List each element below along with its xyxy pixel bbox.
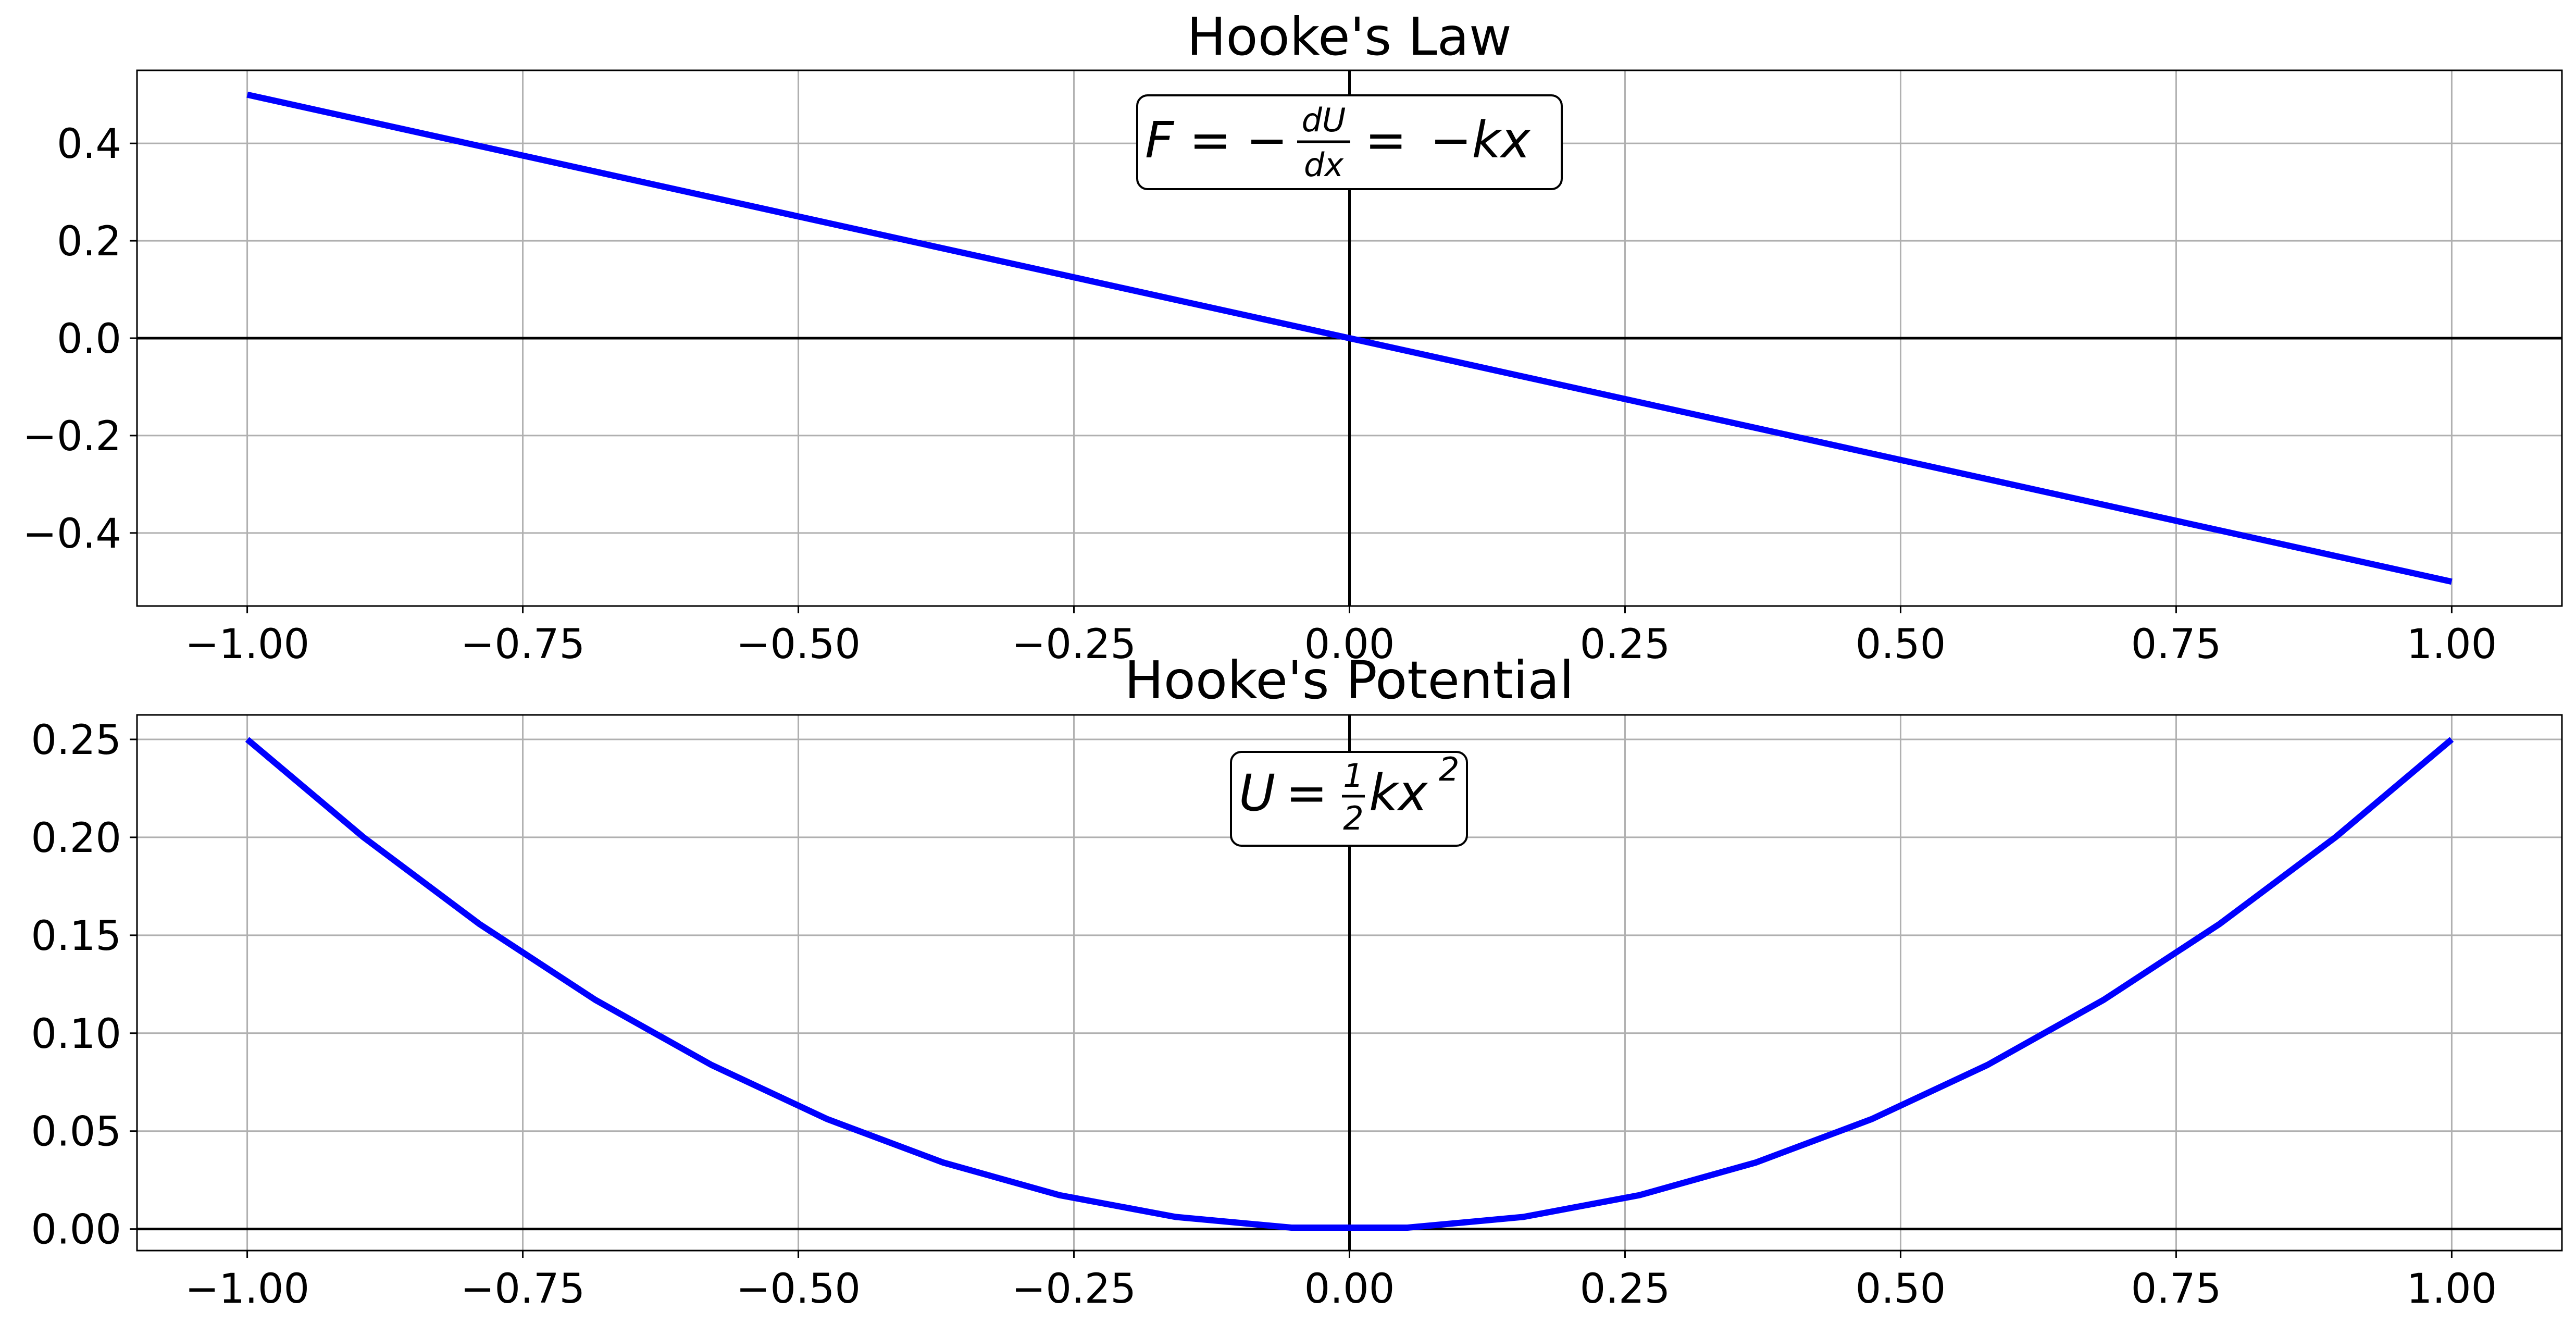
x-tick-label: 0.00 (1304, 621, 1395, 668)
formula-equals-1: = (1189, 111, 1231, 169)
formula-fraction-numerator: 1 (1343, 757, 1363, 795)
x-tick-label: 1.00 (2407, 1266, 2497, 1313)
formula-annotation: F = − dU dx = −kx (1136, 94, 1563, 190)
chart-title: Hooke's Potential (1125, 650, 1574, 711)
series-line (245, 737, 2454, 1231)
y-tick-label: 0.25 (31, 717, 121, 764)
y-tick-label: 0.10 (31, 1011, 121, 1058)
plot-frame (136, 69, 2563, 607)
formula-equals: = (1286, 764, 1327, 822)
y-tick-label: 0.15 (31, 913, 121, 960)
y-tick-label: −0.2 (23, 413, 121, 460)
formula-rhs: −kx (1430, 111, 1531, 169)
hookes-potential-panel: Hooke's Potential −1.00 −0.75 −0.50 −0.25 0.… (31, 650, 2563, 1313)
x-tick-label: 0.50 (1856, 621, 1946, 668)
y-tick-label: 0.4 (57, 121, 121, 168)
x-tick-labels: −1.00 −0.75 −0.50 −0.25 0.00 0.25 0.50 0.75 1.00 (185, 1251, 2497, 1313)
formula-fraction-numerator: dU (1302, 101, 1346, 139)
formula-lhs: F (1145, 111, 1175, 169)
formula-fraction-denominator: 2 (1343, 799, 1363, 837)
y-tick-labels: −0.4 −0.2 0.0 0.2 0.4 (23, 121, 137, 558)
x-tick-label: 0.75 (2131, 621, 2222, 668)
x-tick-label: −0.75 (461, 1266, 585, 1313)
formula-annotation: U = 1 2 kx 2 (1230, 750, 1468, 847)
x-tick-label: 0.25 (1580, 1266, 1671, 1313)
formula-exponent: 2 (1439, 750, 1459, 788)
x-tick-label: −0.50 (736, 1266, 861, 1313)
formula-fraction-denominator: dx (1304, 146, 1344, 184)
y-tick-label: −0.4 (23, 511, 121, 558)
x-tick-label: −0.25 (1012, 621, 1136, 668)
annotation-box (1230, 751, 1468, 847)
formula-lhs: U (1239, 764, 1275, 822)
formula-rhs: kx (1369, 764, 1428, 822)
x-tick-label: 0.00 (1304, 1266, 1395, 1313)
x-tick-label: 0.25 (1580, 621, 1671, 668)
x-tick-label: −0.25 (1012, 1266, 1136, 1313)
chart-title: Hooke's Law (1187, 6, 1512, 67)
formula-equals-2: = (1365, 111, 1407, 169)
y-tick-label: 0.20 (31, 815, 121, 862)
series-lines (246, 91, 2453, 585)
x-tick-label: −1.00 (185, 621, 309, 668)
x-tick-label: 0.75 (2131, 1266, 2222, 1313)
series-line (246, 91, 2453, 585)
formula-minus: − (1246, 111, 1288, 169)
series-lines (245, 737, 2454, 1231)
y-tick-label: 0.2 (57, 218, 121, 265)
x-tick-label: 0.50 (1856, 1266, 1946, 1313)
y-tick-label: 0.0 (57, 316, 121, 363)
x-tick-labels: −1.00 −0.75 −0.50 −0.25 0.00 0.25 0.50 0.75 1.00 (185, 606, 2497, 668)
y-tick-labels: 0.00 0.05 0.10 0.15 0.20 0.25 (31, 717, 137, 1254)
hookes-law-panel: Hooke's Law −1.00 −0.75 −0.50 −0.25 0.00 0.25… (23, 6, 2563, 668)
x-tick-label: −0.50 (736, 621, 861, 668)
x-tick-label: −1.00 (185, 1266, 309, 1313)
x-tick-label: 1.00 (2407, 621, 2497, 668)
x-tick-label: −0.75 (461, 621, 585, 668)
y-tick-label: 0.05 (31, 1109, 121, 1156)
y-tick-label: 0.00 (31, 1207, 121, 1254)
plot-frame (136, 714, 2563, 1252)
